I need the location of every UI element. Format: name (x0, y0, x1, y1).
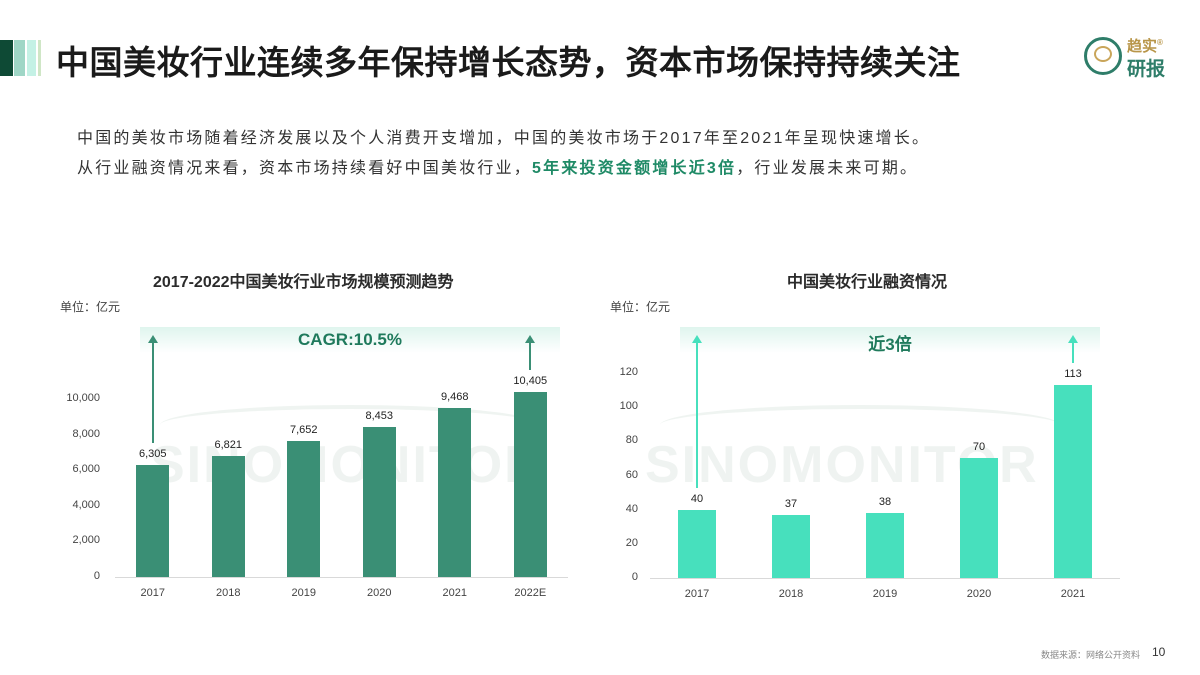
bar-value-label: 113 (1064, 367, 1082, 380)
up-arrow-icon (1068, 335, 1078, 363)
x-tick-label: 2019 (872, 588, 898, 600)
logo-bottom-text: 研报 (1127, 59, 1166, 80)
y-tick-label: 80 (625, 434, 638, 447)
bar-2020 (362, 426, 396, 577)
y-tick-label: 20 (625, 536, 638, 549)
x-tick-label: 2019 (291, 587, 316, 599)
brand-logo: 趋实® 研报 (1084, 33, 1194, 80)
bar-2017 (678, 509, 716, 578)
bar-2020 (960, 458, 998, 578)
x-tick-label: 2021 (442, 587, 467, 599)
intro-line-1: 中国的美妆市场随着经济发展以及个人消费开支增加，中国的美妆市场于2017年至20… (77, 130, 931, 147)
bar-2021 (1054, 384, 1092, 578)
bar-value-label: 70 (972, 441, 986, 454)
y-tick-label: 100 (619, 400, 638, 413)
up-arrow-icon (147, 335, 158, 443)
bar-value-label: 6,305 (138, 447, 167, 460)
y-tick-label: 60 (625, 468, 638, 481)
chart1-title: 2017-2022中国美妆行业市场规模预测趋势 (153, 274, 454, 291)
x-tick-label: 2022E (514, 587, 547, 599)
chart1-cagr-band: CAGR:10.5% (140, 327, 560, 353)
x-axis-line (650, 578, 1120, 579)
bar-value-label: 7,652 (289, 423, 318, 436)
x-tick-label: 2020 (966, 588, 992, 600)
bar-value-label: 38 (878, 496, 892, 509)
x-axis-line (115, 577, 568, 578)
bar-value-label: 40 (690, 492, 704, 505)
chart2-growth-label: 近3倍 (868, 335, 912, 354)
y-tick-label: 2,000 (72, 534, 100, 547)
bar-2019 (866, 513, 904, 578)
bar-2021 (438, 408, 472, 577)
y-tick-label: 10,000 (66, 392, 100, 404)
x-tick-label: 2017 (684, 588, 710, 600)
bar-value-label: 10,405 (513, 374, 548, 387)
bar-2019 (287, 440, 321, 577)
up-arrow-icon (525, 335, 536, 370)
title-accent-bar-1 (0, 40, 13, 76)
bar-value-label: 6,821 (214, 438, 243, 451)
chart1-unit-label: 单位：亿元 (60, 300, 121, 314)
x-tick-label: 2021 (1060, 588, 1086, 600)
logo-leaf-icon (1094, 46, 1112, 62)
data-source-note: 数据来源：网络公开资料 (1040, 650, 1140, 660)
y-tick-label: 8,000 (72, 427, 100, 440)
bar-value-label: 8,453 (365, 409, 394, 422)
logo-ring-icon (1084, 37, 1122, 75)
x-tick-label: 2020 (367, 587, 392, 599)
title-accent-bar-2 (14, 40, 25, 76)
y-tick-label: 6,000 (72, 463, 100, 476)
logo-top-text: 趋实® (1127, 38, 1163, 55)
chart2-unit-label: 单位：亿元 (610, 300, 671, 314)
chart1-cagr-label: CAGR:10.5% (298, 330, 402, 349)
y-tick-label: 0 (631, 571, 638, 583)
bar-2018 (211, 455, 245, 577)
y-tick-label: 40 (625, 502, 638, 515)
title-accent-bar-4 (38, 40, 41, 76)
bar-2017 (136, 464, 170, 577)
chart2-growth-band: 近3倍 (680, 327, 1100, 354)
up-arrow-icon (692, 335, 702, 488)
bar-value-label: 9,468 (440, 391, 469, 404)
x-tick-label: 2017 (140, 587, 165, 599)
y-tick-label: 120 (619, 366, 638, 378)
intro-line-2: 从行业融资情况来看，资本市场持续看好中国美妆行业，5年来投资金额增长近3倍，行业… (77, 160, 919, 177)
y-tick-label: 0 (93, 570, 100, 582)
page-title: 中国美妆行业连续多年保持增长态势，资本市场保持持续关注 (56, 44, 961, 81)
watermark-arc (660, 405, 1060, 445)
y-tick-label: 4,000 (72, 498, 100, 511)
intro-highlight: 5年来投资金额增长近3倍 (532, 160, 737, 177)
x-tick-label: 2018 (778, 588, 804, 600)
page-number: 10 (1152, 645, 1166, 659)
x-tick-label: 2018 (216, 587, 241, 599)
chart2-title: 中国美妆行业融资情况 (787, 274, 948, 291)
bar-2018 (772, 514, 810, 578)
intro-paragraph: 中国的美妆市场随着经济发展以及个人消费开支增加，中国的美妆市场于2017年至20… (77, 124, 930, 184)
bar-value-label: 37 (784, 497, 798, 510)
title-accent-bar-3 (27, 40, 36, 76)
bar-2022E (513, 391, 547, 577)
